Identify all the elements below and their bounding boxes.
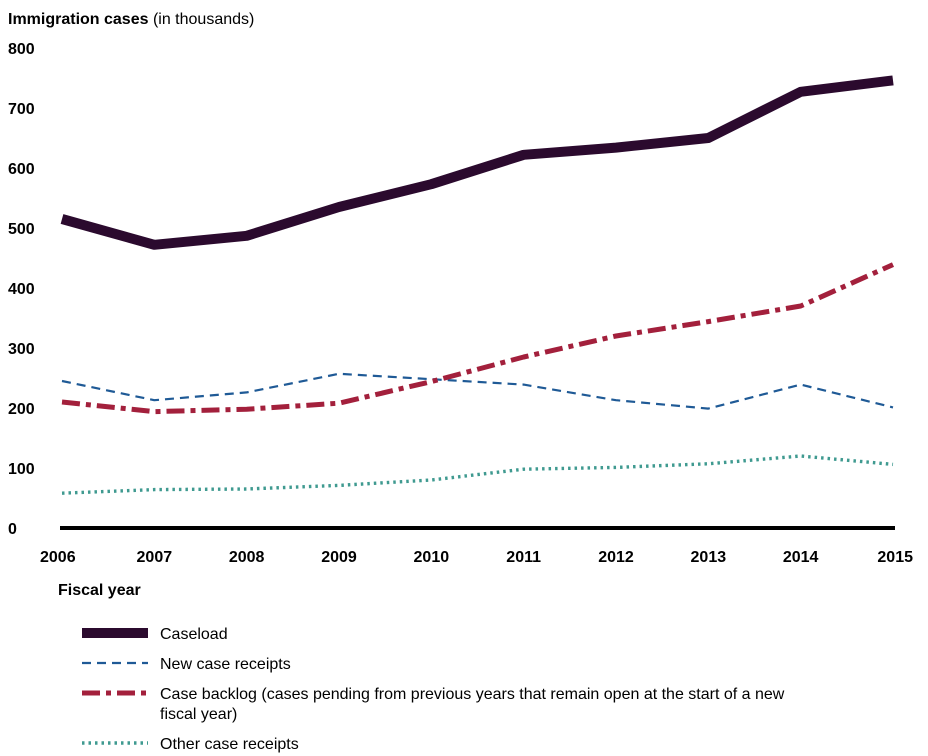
y-axis-label: Immigration cases xyxy=(8,11,149,28)
x-tick-label: 2013 xyxy=(691,549,727,566)
x-tick-label: 2012 xyxy=(598,549,634,566)
x-tick-label: 2009 xyxy=(321,549,357,566)
y-tick-label: 0 xyxy=(8,521,17,538)
legend: Caseload New case receipts Case backlog (c… xyxy=(82,626,785,753)
y-tick-label: 800 xyxy=(8,41,35,58)
legend-label-0: Caseload xyxy=(160,626,228,643)
legend-label-2: Case backlog (cases pending from previou… xyxy=(160,686,785,723)
y-axis-ticks: 0 100 200 300 400 500 600 700 800 xyxy=(8,41,35,538)
legend-label-3: Other case receipts xyxy=(160,736,299,753)
x-tick-label: 2006 xyxy=(40,549,76,566)
y-tick-label: 300 xyxy=(8,341,35,358)
y-tick-label: 400 xyxy=(8,281,35,298)
x-axis-title: Fiscal year xyxy=(58,582,141,599)
x-tick-label: 2010 xyxy=(414,549,450,566)
x-tick-label: 2008 xyxy=(229,549,265,566)
y-tick-label: 500 xyxy=(8,221,35,238)
series-lines xyxy=(60,75,895,495)
x-axis-ticks: 2006 2007 2008 2009 2010 2011 2012 2013 2014 2015 xyxy=(40,549,913,566)
y-tick-label: 600 xyxy=(8,161,35,178)
x-tick-label: 2007 xyxy=(137,549,173,566)
series-line-3 xyxy=(61,454,894,495)
series-line-0 xyxy=(60,75,894,250)
y-axis-unit: (in thousands) xyxy=(153,11,254,28)
y-tick-label: 100 xyxy=(8,461,35,478)
x-tick-label: 2011 xyxy=(506,549,541,566)
legend-label-1: New case receipts xyxy=(160,656,291,673)
x-tick-label: 2015 xyxy=(877,549,913,566)
x-tick-label: 2014 xyxy=(783,549,819,566)
y-tick-label: 700 xyxy=(8,101,35,118)
y-tick-label: 200 xyxy=(8,401,35,418)
series-line-1 xyxy=(61,372,894,410)
series-line-2 xyxy=(61,262,895,415)
y-axis-title: Immigration cases (in thousands) xyxy=(8,11,254,28)
